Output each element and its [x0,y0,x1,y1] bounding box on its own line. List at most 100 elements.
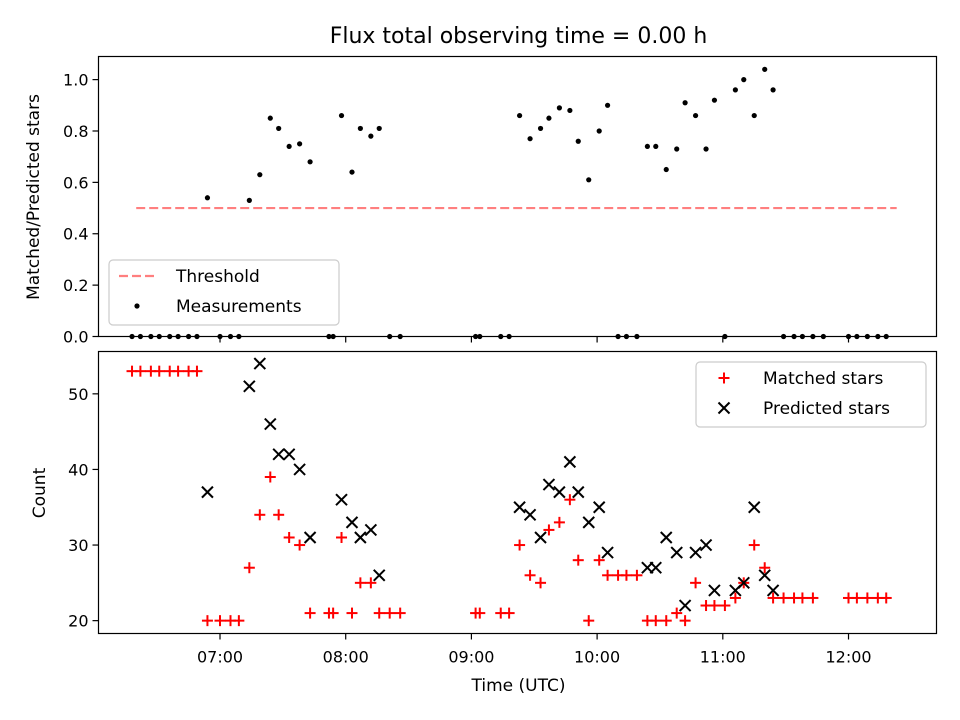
data-point-predicted [592,501,606,514]
data-point-predicted [364,523,378,537]
data-point-predicted [601,546,614,559]
bottom-y-axis-label: Count [30,467,50,518]
data-point-matched [671,607,683,619]
data-point-matched [593,554,605,566]
data-point-measurement [741,77,747,83]
top-axes-frame [97,55,938,338]
data-point-measurement [692,112,699,119]
data-point-measurement [276,125,282,132]
data-point-measurement [516,112,523,119]
data-point-matched [729,592,741,604]
data-point-matched [514,539,526,551]
bottom-plot-area: 20 30 40 50 07:00 08:00 09:00 10:00 11:00 12:00 [68,357,892,667]
data-point-matched [767,592,779,604]
x-tick-label: 08:00 [323,648,369,667]
y-tick-label: 1.0 [63,71,88,90]
y-tick-label: 40 [68,460,88,479]
data-point-matched [620,569,632,581]
data-point-measurement [732,87,738,93]
data-point-matched [294,539,306,551]
data-point-predicted [335,493,348,506]
data-point-matched [807,592,819,604]
data-point-measurement [204,195,211,201]
x-stroke-b [678,599,692,612]
x-stroke-b [572,485,585,499]
data-point-matched [778,592,790,604]
x-stroke-b [264,417,277,431]
data-point-matched [690,577,702,589]
data-point-measurement [307,159,313,165]
data-point-predicted [354,531,367,544]
data-point-measurement [286,143,292,150]
x-stroke-b [201,485,214,499]
data-point-measurement [644,143,650,150]
bottom-x-axis-label: Time (UTC) [471,676,566,696]
data-point-matched [851,592,863,604]
data-point-matched [384,607,396,619]
data-point-matched [572,554,584,566]
data-point-measurement [267,115,273,121]
data-point-predicted [264,417,277,431]
data-point-measurement [663,166,669,173]
data-point-measurement [257,172,263,178]
data-point-measurement [770,87,776,93]
bottom-axes-frame [97,350,938,635]
data-point-measurement [762,66,768,72]
data-point-measurement [376,125,382,132]
x-stroke-b [345,516,359,529]
data-point-matched [564,494,576,506]
x-stroke-b [373,569,386,582]
x-tick-label: 09:00 [448,648,494,667]
x-stroke-b [243,380,256,393]
data-point-predicted [542,478,556,491]
data-point-measurement [556,105,563,111]
legend-label: Predicted stars [763,399,890,419]
data-point-measurement [246,197,252,203]
data-point-predicted [678,599,692,612]
x-stroke-b [253,357,267,370]
bottom-legend: Matched stars Predicted stars [695,361,927,428]
data-point-measurement [546,115,552,121]
data-point-measurement [527,136,533,142]
data-point-matched [283,531,295,543]
y-tick-label: 20 [68,612,88,631]
data-point-predicted [282,448,296,461]
data-point-matched [373,607,385,619]
x-tick-label: 12:00 [825,648,871,667]
data-point-matched [679,615,691,627]
data-point-predicted [201,485,214,499]
data-point-predicted [534,531,547,544]
x-stroke-b [513,501,526,514]
data-point-measurement [711,97,718,103]
x-stroke-b [282,448,296,461]
data-point-predicted [660,531,673,544]
data-point-matched [354,577,366,589]
x-stroke-b [542,478,556,491]
data-point-predicted [293,463,306,476]
x-tick-label: 10:00 [574,648,620,667]
data-point-matched [474,607,486,619]
data-point-matched [660,615,672,627]
legend-label: Matched stars [763,369,883,389]
y-tick-label: 50 [68,385,88,404]
legend-box [695,361,927,428]
legend-box [108,259,340,326]
data-point-matched [201,615,213,627]
x-stroke-b [699,538,713,552]
data-point-measurement [604,102,611,108]
data-point-matched [535,577,547,589]
data-point-matched [134,365,146,377]
top-legend: Threshold Measurements [108,259,340,326]
x-tick-label: 07:00 [197,648,243,667]
data-point-measurement [703,146,709,152]
x-stroke-b [303,531,317,544]
data-point-matched [153,365,165,377]
y-tick-label: 30 [68,536,88,555]
data-point-measurement [653,143,659,150]
data-point-matched [503,607,515,619]
data-point-matched [650,615,662,627]
data-point-predicted [699,538,713,552]
top-plot-area: 0.0 0.2 0.4 0.6 0.8 1.0 [63,66,897,347]
x-stroke-b [737,576,750,590]
data-point-predicted [345,516,359,529]
